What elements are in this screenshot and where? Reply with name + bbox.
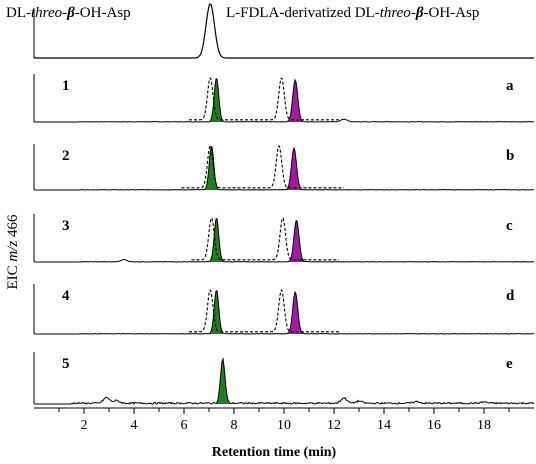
y-axis-label: EIC m/z 466 [5, 214, 21, 290]
panel-number-1: 1 [62, 78, 70, 94]
dashed-standard-trace-b [181, 145, 344, 189]
panel-letter-d: d [506, 288, 515, 304]
sample-trace-d [34, 290, 535, 335]
panel-letter-c: c [506, 218, 513, 234]
panel-number-5: 5 [62, 356, 70, 372]
magenta-peak-a [285, 80, 306, 122]
magenta-peak-c [286, 220, 307, 262]
x-tick-label: 2 [81, 418, 88, 433]
title-left: DL-threo-β-OH-Asp [6, 5, 131, 21]
title-right: L-FDLA-derivatized DL-threo-β-OH-Asp [226, 5, 479, 21]
green-peak-a [207, 78, 226, 122]
sample-trace-b [34, 146, 535, 191]
x-tick-label: 10 [277, 418, 291, 433]
panel-number-4: 4 [62, 288, 70, 304]
top-standard-trace [34, 3, 534, 59]
dashed-standard-trace-d [189, 289, 339, 333]
x-tick-label: 18 [477, 418, 491, 433]
x-tick-label: 12 [327, 418, 341, 433]
dashed-standard-trace-c [191, 217, 339, 261]
magenta-peak-b [284, 148, 304, 190]
panel-number-3: 3 [62, 218, 70, 234]
x-tick-label: 6 [181, 418, 188, 433]
x-tick-label: 16 [427, 418, 441, 433]
panel-number-2: 2 [62, 148, 70, 164]
green-peak-c [207, 218, 226, 262]
sample-trace-a [34, 78, 535, 123]
green-peak-b [202, 146, 221, 190]
panel-letter-a: a [506, 78, 514, 94]
panel-letter-e: e [506, 356, 513, 372]
x-tick-label: 8 [231, 418, 238, 433]
x-axis-label: Retention time (min) [212, 445, 337, 460]
sample-trace-e [34, 357, 535, 405]
sample-trace-c [34, 218, 535, 263]
x-tick-label: 14 [377, 418, 391, 433]
green-peak-e [214, 360, 232, 404]
magenta-peak-d [285, 292, 306, 334]
traces-layer: 1 a2 b3 c4 d5 e [33, 3, 535, 405]
x-tick-label: 4 [131, 418, 138, 433]
x-ticks-layer: 2 4 6 8 10 12 14 16 18 [58, 408, 510, 433]
dashed-standard-trace-a [189, 77, 339, 121]
panel-letter-b: b [506, 148, 514, 164]
green-peak-d [207, 290, 226, 334]
